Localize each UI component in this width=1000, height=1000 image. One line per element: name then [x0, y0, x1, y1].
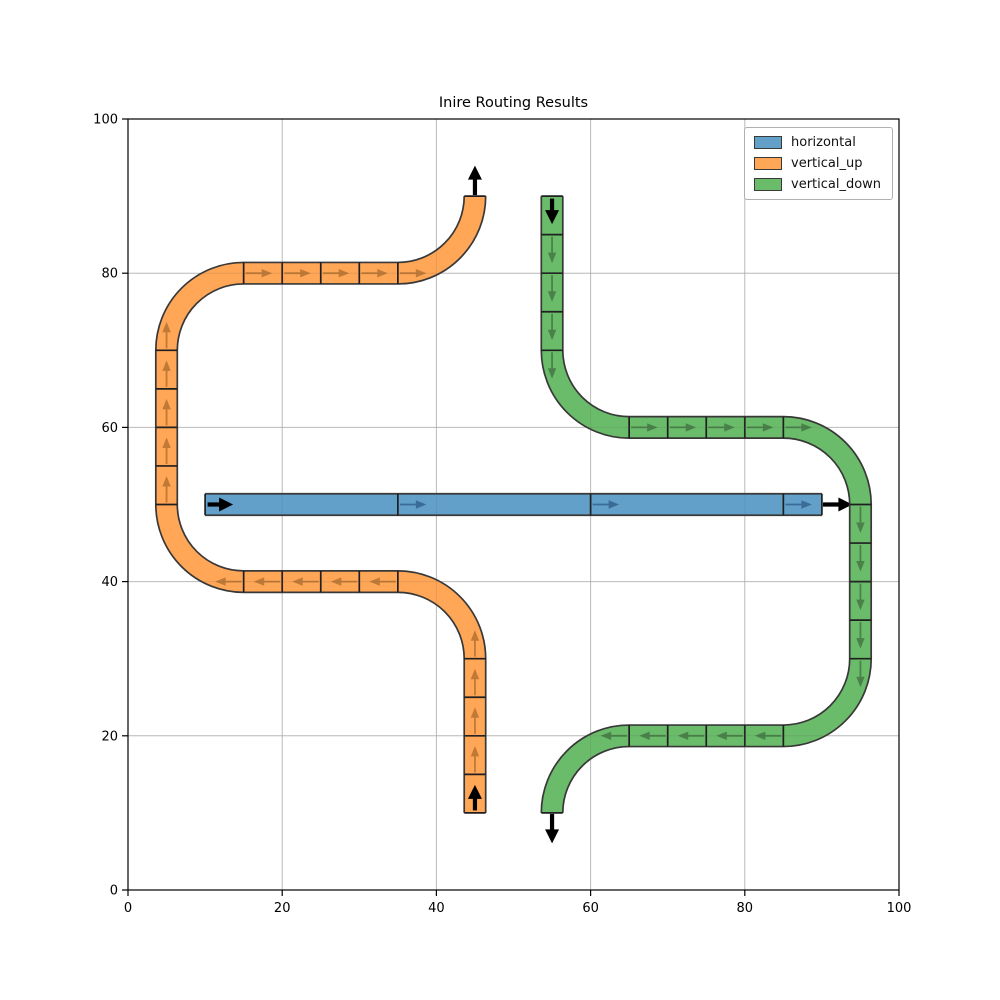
route-vertical_down	[540, 195, 873, 844]
plot-title: Inire Routing Results	[438, 95, 589, 111]
axes-frame	[127, 118, 900, 891]
legend-swatch	[754, 157, 782, 170]
y-tick-label: 40	[101, 575, 118, 590]
grid-overlay	[128, 119, 899, 890]
legend-entry-vertical_down: vertical_down	[754, 174, 884, 195]
legend-swatch	[754, 178, 782, 191]
legend-entry-horizontal: horizontal	[754, 132, 884, 153]
route-horizontal	[204, 492, 853, 517]
x-tick-label: 100	[887, 901, 912, 916]
x-tick-label: 0	[124, 901, 132, 916]
y-tick-label: 80	[101, 267, 118, 282]
axis-ticks: 0 20 40 60 80 100 0 20 40 60 80 100	[93, 113, 911, 917]
legend-label: horizontal	[791, 135, 856, 150]
y-tick-label: 60	[101, 421, 118, 436]
route-vertical_up	[154, 165, 487, 814]
x-tick-label: 40	[428, 901, 445, 916]
legend-label: vertical_up	[791, 156, 863, 171]
x-tick-label: 80	[737, 901, 754, 916]
legend-swatch	[754, 136, 782, 149]
legend-label: vertical_down	[791, 177, 882, 192]
x-tick-label: 20	[274, 901, 291, 916]
y-tick-label: 20	[101, 729, 118, 744]
y-tick-label: 0	[110, 884, 118, 899]
legend-entry-vertical_up: vertical_up	[754, 153, 884, 174]
y-tick-label: 100	[93, 113, 118, 128]
x-tick-label: 60	[582, 901, 599, 916]
legend: horizontal vertical_up vertical_down	[744, 127, 893, 200]
